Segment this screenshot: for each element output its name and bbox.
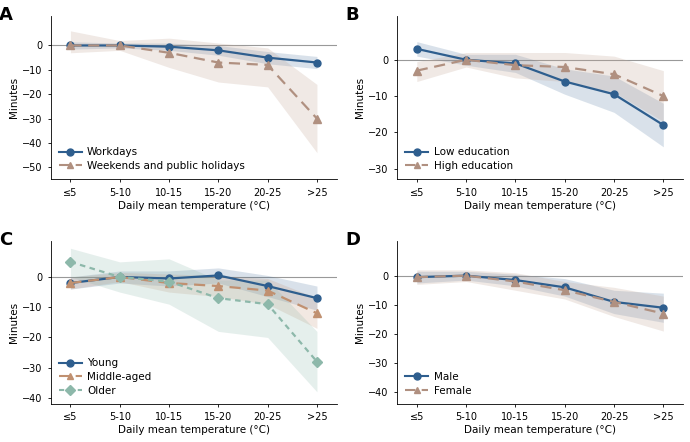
Y-axis label: Minutes: Minutes: [9, 77, 19, 118]
X-axis label: Daily mean temperature (°C): Daily mean temperature (°C): [464, 425, 616, 435]
Text: C: C: [0, 231, 12, 249]
Y-axis label: Minutes: Minutes: [355, 302, 366, 343]
X-axis label: Daily mean temperature (°C): Daily mean temperature (°C): [118, 425, 270, 435]
Legend: Male, Female: Male, Female: [402, 368, 475, 400]
Text: B: B: [346, 7, 359, 24]
Legend: Young, Middle-aged, Older: Young, Middle-aged, Older: [55, 354, 155, 400]
X-axis label: Daily mean temperature (°C): Daily mean temperature (°C): [464, 201, 616, 210]
Y-axis label: Minutes: Minutes: [9, 302, 19, 343]
Text: A: A: [0, 7, 13, 24]
Y-axis label: Minutes: Minutes: [355, 77, 366, 118]
Legend: Workdays, Weekends and public holidays: Workdays, Weekends and public holidays: [55, 143, 249, 175]
Legend: Low education, High education: Low education, High education: [402, 143, 517, 175]
Text: D: D: [346, 231, 361, 249]
X-axis label: Daily mean temperature (°C): Daily mean temperature (°C): [118, 201, 270, 210]
